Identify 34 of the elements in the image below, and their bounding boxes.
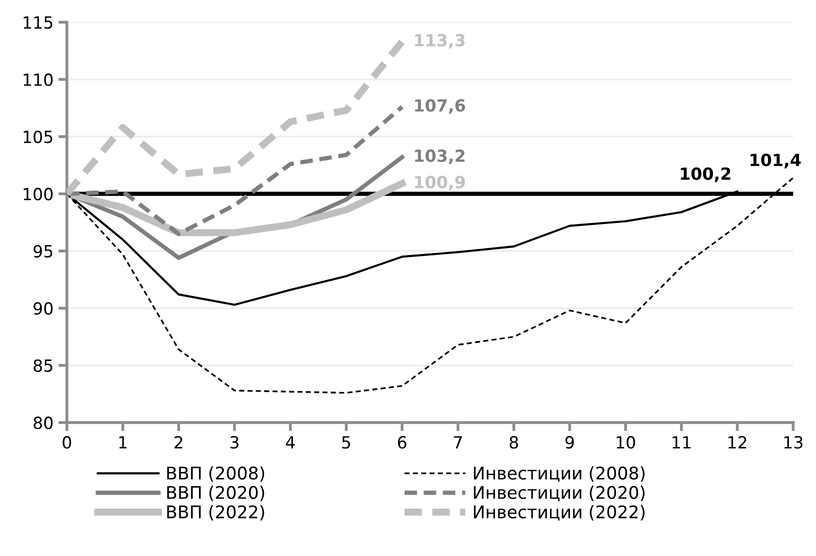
legend-label: Инвестиции (2020) <box>474 486 645 502</box>
data-label: 107,6 <box>415 99 466 114</box>
x-tick-label: 4 <box>286 436 295 448</box>
y-tick-label: 105 <box>24 130 52 144</box>
x-tick-label: 13 <box>784 436 802 449</box>
data-label: 100,9 <box>415 176 465 190</box>
data-label: 101,4 <box>750 154 801 168</box>
x-tick-label: 2 <box>174 436 182 448</box>
data-label: 103,2 <box>415 149 464 164</box>
data-label: 113,3 <box>415 34 465 49</box>
x-tick-label: 7 <box>454 436 462 448</box>
x-tick-label: 0 <box>62 436 72 449</box>
y-tick-label: 85 <box>34 359 52 372</box>
y-tick-label: 80 <box>34 416 53 430</box>
x-tick-label: 8 <box>510 436 518 449</box>
y-tick-label: 90 <box>34 302 53 315</box>
x-tick-label: 3 <box>230 436 238 449</box>
x-tick-label: 11 <box>672 436 690 448</box>
x-tick-label: 12 <box>728 436 746 448</box>
legend-label: ВВП (2022) <box>167 505 264 520</box>
x-tick-label: 6 <box>398 436 406 449</box>
x-tick-label: 1 <box>119 436 127 448</box>
legend-label: Инвестиции (2008) <box>474 466 645 482</box>
y-tick-label: 110 <box>24 73 53 86</box>
x-tick-label: 5 <box>342 436 350 449</box>
x-tick-label: 9 <box>565 436 574 449</box>
legend-label: Инвестиции (2022) <box>474 505 645 521</box>
y-tick-label: 115 <box>24 16 52 29</box>
y-tick-label: 100 <box>24 188 53 200</box>
y-tick-label: 95 <box>34 244 52 258</box>
x-tick-label: 10 <box>616 436 636 449</box>
legend-label: ВВП (2008) <box>167 466 264 482</box>
legend-label: ВВП (2020) <box>167 486 264 502</box>
data-label: 100,2 <box>680 167 730 182</box>
